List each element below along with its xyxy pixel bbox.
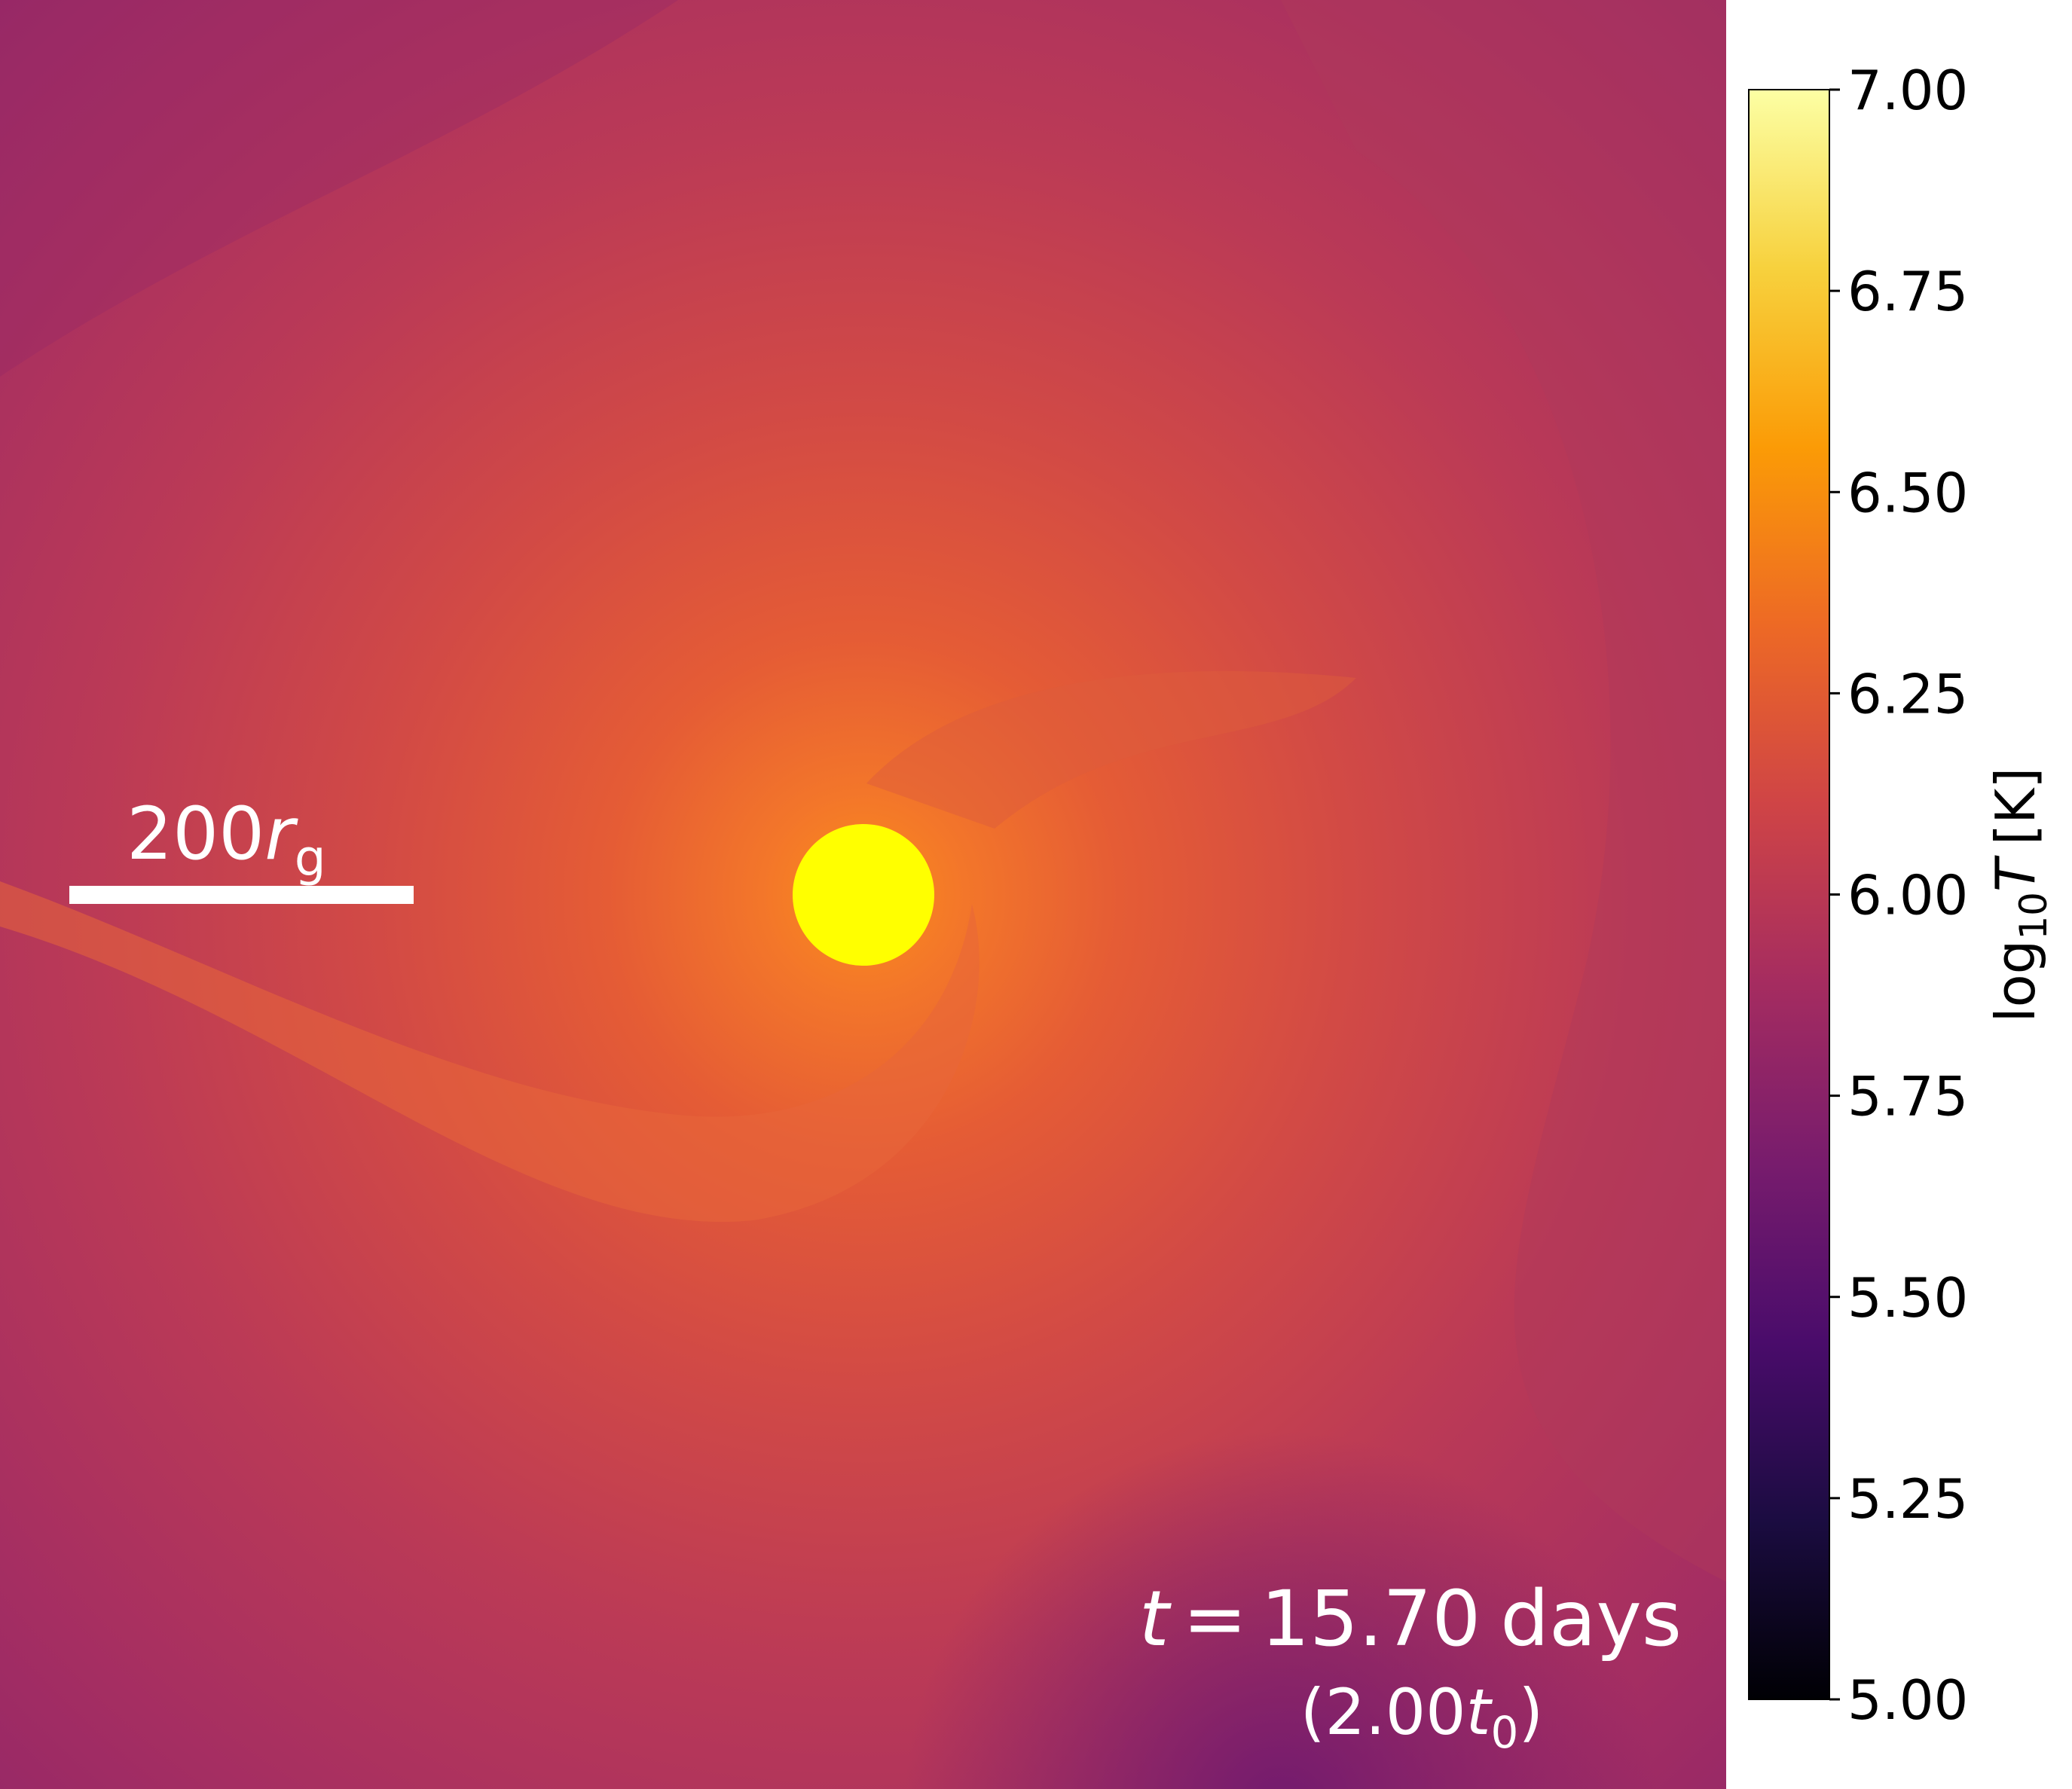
ratio-close: ) <box>1518 1675 1543 1749</box>
cb-subscript: 10 <box>2012 892 2055 940</box>
ratio-value: 2.00 <box>1325 1675 1466 1749</box>
ratio-open: ( <box>1300 1675 1325 1749</box>
colorbar-tick-label: 5.00 <box>1847 1668 1968 1732</box>
time-symbol: t <box>1139 1574 1172 1664</box>
temperature-map: 200rg t = 15.70 days (2.00t0) <box>0 0 1726 1789</box>
cb-prefix: log <box>1984 940 2047 1023</box>
scale-symbol: r <box>264 792 298 876</box>
colorbar-tick-label: 6.00 <box>1847 864 1968 927</box>
time-unit: days <box>1500 1574 1682 1664</box>
colorbar-gradient <box>1748 89 1830 1700</box>
colorbar-tick-label: 5.75 <box>1847 1065 1968 1128</box>
scale-number: 200 <box>127 792 264 876</box>
colorbar-tick-label: 6.25 <box>1847 662 1968 725</box>
time-label: t = 15.70 days <box>1139 1574 1682 1664</box>
colorbar-tick-label: 5.50 <box>1847 1266 1968 1330</box>
time-value: 15.70 <box>1261 1574 1481 1664</box>
colorbar-tick-label: 5.25 <box>1847 1467 1968 1531</box>
ratio-subscript: 0 <box>1491 1707 1519 1758</box>
ratio-symbol: t <box>1466 1675 1493 1749</box>
scale-subscript: g <box>295 829 326 887</box>
time-equals: = <box>1183 1574 1247 1664</box>
colorbar-tick-label: 7.00 <box>1847 59 1968 122</box>
scale-bar <box>69 886 414 904</box>
colorbar-tick-label: 6.75 <box>1847 260 1968 323</box>
colorbar-tick-label: 6.50 <box>1847 461 1968 524</box>
time-ratio-label: (2.00t0) <box>1300 1675 1543 1758</box>
cb-symbol: T <box>1984 855 2047 892</box>
black-hole <box>793 824 934 966</box>
colorbar-label: log10T [K] <box>1984 768 2055 1023</box>
colorbar: 5.00 5.25 5.50 5.75 6.00 6.25 6.50 6.75 7.00 <box>1748 59 1968 1732</box>
scale-bar-label: 200rg <box>127 792 326 887</box>
cb-unit: [K] <box>1984 768 2047 845</box>
